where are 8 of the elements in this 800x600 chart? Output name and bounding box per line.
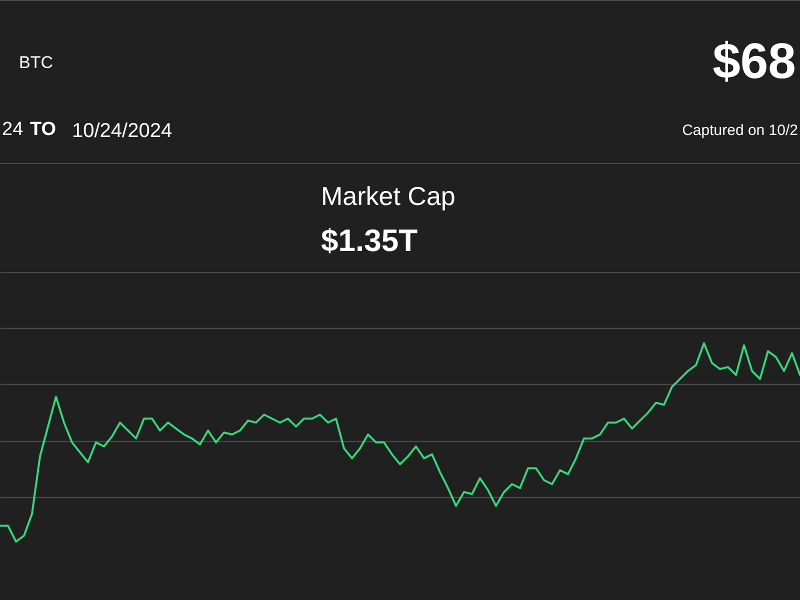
text: 10/24/2024: [72, 120, 172, 142]
text: Market Cap: [321, 181, 456, 211]
text: $1.35T: [321, 223, 418, 258]
chart-title: BTC: [19, 53, 53, 73]
text: 24: [2, 119, 24, 141]
text: Captured on 10/2: [682, 122, 798, 140]
chart-subtitle: $68: [712, 33, 796, 89]
text: TO: [30, 119, 56, 141]
